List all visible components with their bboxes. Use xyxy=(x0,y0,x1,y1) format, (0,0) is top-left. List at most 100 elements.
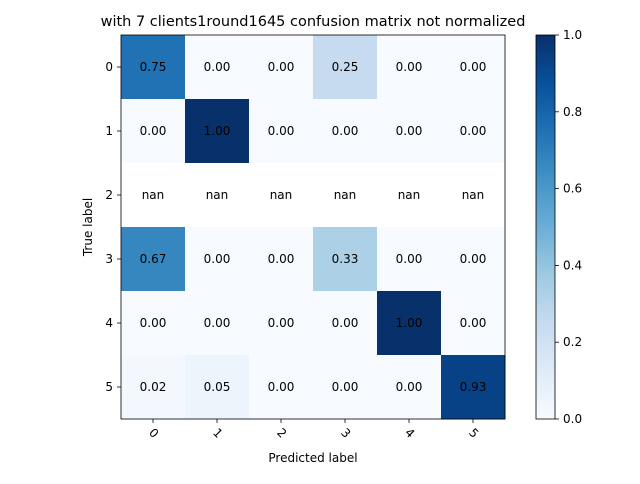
heatmap-cell xyxy=(441,35,506,100)
colorbar: 0.0 0.2 0.4 0.6 0.8 1.0 xyxy=(535,28,582,426)
cell-value-label: 0.75 xyxy=(140,60,167,74)
cell-value-label: 0.00 xyxy=(396,252,423,266)
x-tick-label: 2 xyxy=(274,426,289,441)
cell-value-label: 0.00 xyxy=(332,380,359,394)
x-axis-label: Predicted label xyxy=(268,451,357,465)
cell-value-label: 0.00 xyxy=(140,124,167,138)
heatmap-cell xyxy=(377,291,442,356)
cell-value-label: 1.00 xyxy=(396,316,423,330)
y-axis-label: True label xyxy=(81,198,95,257)
heatmap-cells xyxy=(121,35,506,420)
heatmap-cell xyxy=(441,163,506,228)
heatmap-cell xyxy=(441,291,506,356)
x-tick-label: 4 xyxy=(402,426,417,441)
colorbar-tick-label: 0.4 xyxy=(563,258,582,272)
heatmap-cell-labels: 0.75 0.00 0.00 0.25 0.00 0.00 0.00 1.00 0.00 0.00… xyxy=(140,60,487,394)
cell-value-label: 0.00 xyxy=(268,60,295,74)
cell-value-label: nan xyxy=(462,188,485,202)
cell-value-label: 0.00 xyxy=(204,252,231,266)
cell-value-label: 0.00 xyxy=(332,124,359,138)
colorbar-tick-label: 0.0 xyxy=(563,412,582,426)
heatmap-cell xyxy=(313,355,378,420)
heatmap-cell xyxy=(313,35,378,100)
cell-value-label: nan xyxy=(142,188,165,202)
heatmap-cell xyxy=(185,355,250,420)
cell-value-label: 0.67 xyxy=(140,252,167,266)
cell-value-label: 0.00 xyxy=(460,252,487,266)
heatmap-cell xyxy=(185,163,250,228)
y-tick-label: 3 xyxy=(105,252,113,266)
heatmap-cell xyxy=(249,355,314,420)
cell-value-label: 0.00 xyxy=(332,316,359,330)
colorbar-gradient xyxy=(535,34,556,420)
colorbar-tick-label: 1.0 xyxy=(563,28,582,42)
heatmap-cell xyxy=(121,99,186,164)
colorbar-tick-label: 0.2 xyxy=(563,335,582,349)
heatmap-cell xyxy=(313,99,378,164)
heatmap-cell xyxy=(441,227,506,292)
heatmap-cell xyxy=(185,35,250,100)
heatmap-cell xyxy=(249,35,314,100)
cell-value-label: 0.00 xyxy=(396,380,423,394)
cell-value-label: 0.93 xyxy=(460,380,487,394)
cell-value-label: 0.25 xyxy=(332,60,359,74)
heatmap-cell xyxy=(313,163,378,228)
heatmap-cell xyxy=(249,99,314,164)
heatmap-cell xyxy=(377,163,442,228)
cell-value-label: 0.02 xyxy=(140,380,167,394)
cell-value-label: 0.00 xyxy=(268,380,295,394)
x-tick-label: 0 xyxy=(146,426,161,441)
heatmap-cell xyxy=(377,355,442,420)
heatmap-cell xyxy=(377,99,442,164)
heatmap-cell xyxy=(377,35,442,100)
heatmap-cell xyxy=(185,99,250,164)
heatmap-cell xyxy=(249,227,314,292)
cell-value-label: nan xyxy=(270,188,293,202)
cell-value-label: 1.00 xyxy=(204,124,231,138)
heatmap-cell xyxy=(121,35,186,100)
x-axis: 0 1 2 3 4 5 xyxy=(146,419,481,441)
heatmap-cell xyxy=(249,291,314,356)
heatmap-cell xyxy=(185,227,250,292)
cell-value-label: 0.05 xyxy=(204,380,231,394)
heatmap-cell xyxy=(121,227,186,292)
cell-value-label: 0.00 xyxy=(204,60,231,74)
colorbar-tick-label: 0.6 xyxy=(563,182,582,196)
y-tick-label: 5 xyxy=(105,380,113,394)
cell-value-label: 0.00 xyxy=(268,252,295,266)
y-tick-label: 2 xyxy=(105,188,113,202)
heatmap-cell xyxy=(249,163,314,228)
heatmap-cell xyxy=(185,291,250,356)
cell-value-label: 0.00 xyxy=(396,60,423,74)
cell-value-label: 0.00 xyxy=(396,124,423,138)
cell-value-label: 0.00 xyxy=(460,316,487,330)
cell-value-label: 0.00 xyxy=(204,316,231,330)
cell-value-label: nan xyxy=(398,188,421,202)
y-tick-label: 0 xyxy=(105,60,113,74)
colorbar-ticks: 0.0 0.2 0.4 0.6 0.8 1.0 xyxy=(555,28,582,426)
heatmap-cell xyxy=(121,163,186,228)
y-tick-label: 1 xyxy=(105,124,113,138)
y-axis: 0 1 2 3 4 5 xyxy=(105,60,121,394)
plot-frame xyxy=(120,34,506,420)
y-tick-label: 4 xyxy=(105,316,113,330)
heatmap-cell xyxy=(313,227,378,292)
cell-value-label: nan xyxy=(206,188,229,202)
chart-title: with 7 clients1round1645 confusion matri… xyxy=(101,14,526,30)
cell-value-label: 0.00 xyxy=(268,316,295,330)
cell-value-label: 0.00 xyxy=(140,316,167,330)
colorbar-tick-label: 0.8 xyxy=(563,105,582,119)
heatmap-cell xyxy=(441,355,506,420)
cell-value-label: nan xyxy=(334,188,357,202)
cell-value-label: 0.33 xyxy=(332,252,359,266)
cell-value-label: 0.00 xyxy=(268,124,295,138)
cell-value-label: 0.00 xyxy=(460,124,487,138)
heatmap-cell xyxy=(313,291,378,356)
heatmap-cell xyxy=(121,291,186,356)
heatmap-cell xyxy=(377,227,442,292)
heatmap-cell xyxy=(441,99,506,164)
x-tick-label: 3 xyxy=(338,426,353,441)
heatmap-cell xyxy=(121,355,186,420)
